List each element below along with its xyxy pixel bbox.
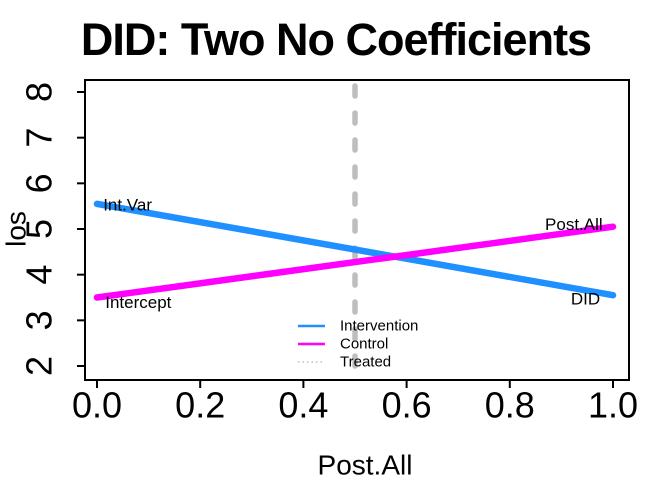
x-axis-tick-label: 0.0 — [72, 385, 122, 426]
x-axis-tick-label: 0.2 — [175, 385, 225, 426]
y-axis-tick-label: 2 — [19, 356, 60, 376]
annotation-intercept: Intercept — [105, 293, 171, 312]
x-axis-label: Post.All — [318, 450, 413, 480]
legend-label-intervention: Intervention — [340, 318, 418, 335]
legend-label-control: Control — [340, 336, 388, 353]
y-axis-label: los — [1, 211, 32, 247]
y-axis-tick-label: 4 — [19, 265, 60, 285]
y-axis-tick-label: 8 — [19, 82, 60, 102]
x-axis-tick-label: 1.0 — [588, 385, 638, 426]
annotation-did: DID — [571, 289, 600, 308]
annotation-post-all: Post.All — [545, 215, 603, 234]
y-axis-tick-label: 3 — [19, 310, 60, 330]
series-line-intervention — [93, 200, 617, 299]
chart-title: DID: Two No Coefficients — [80, 14, 592, 65]
annotation-int-var: Int.Var — [103, 195, 152, 214]
y-axis-tick-label: 5 — [19, 219, 60, 239]
legend-label-treated: Treated — [340, 354, 391, 371]
x-axis-tick-label: 0.6 — [382, 385, 432, 426]
y-axis-tick-label: 7 — [19, 128, 60, 148]
x-axis-tick-label: 0.4 — [278, 385, 328, 426]
x-axis-tick-label: 0.8 — [485, 385, 535, 426]
y-axis-tick-label: 6 — [19, 173, 60, 193]
series-line-control — [93, 223, 617, 301]
